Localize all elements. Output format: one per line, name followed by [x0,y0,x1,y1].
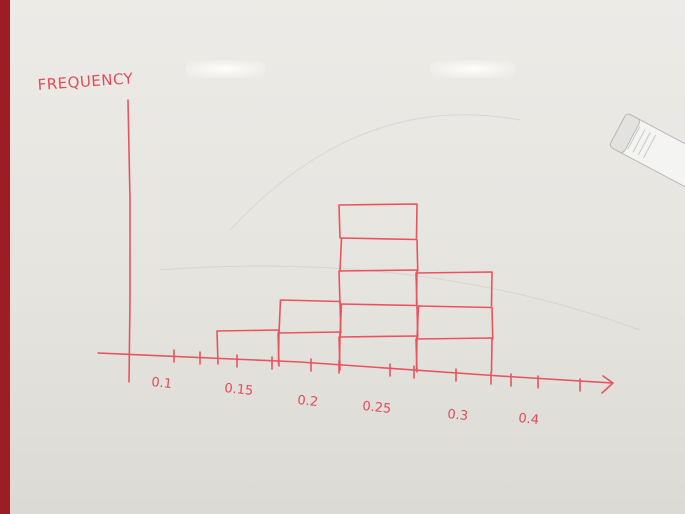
ghost-mark [159,265,641,331]
histogram-bar-cell [339,237,419,272]
y-axis-line [127,99,131,383]
tick-label-0-15: 0.15 [224,381,254,399]
light-reflection [185,60,265,78]
histogram-bar-cell [339,303,419,338]
tick-label-0-4: 0.4 [518,411,540,428]
tick-label-0-1: 0.1 [151,375,173,392]
marker-pen [609,113,685,190]
ghost-mark [229,114,521,231]
whiteboard [10,0,685,514]
y-axis-label: FREQUENCY [37,69,134,94]
histogram-bar-cell [278,299,342,334]
histogram-bar-cell [338,203,418,239]
tick-label-0-25: 0.25 [362,399,392,417]
tick-label-0-2: 0.2 [297,393,319,410]
histogram-bar-cell [416,305,494,340]
histogram-bar-cell [415,337,493,373]
x-axis-ticks [173,349,581,392]
tick-label-0-3: 0.3 [447,407,469,424]
light-reflection [430,60,515,78]
histogram-bars [216,203,494,373]
histogram-bar-cell [338,269,418,305]
histogram-bar-cell [415,271,493,307]
x-axis-line [97,352,613,384]
x-axis-arrowhead [601,375,614,394]
